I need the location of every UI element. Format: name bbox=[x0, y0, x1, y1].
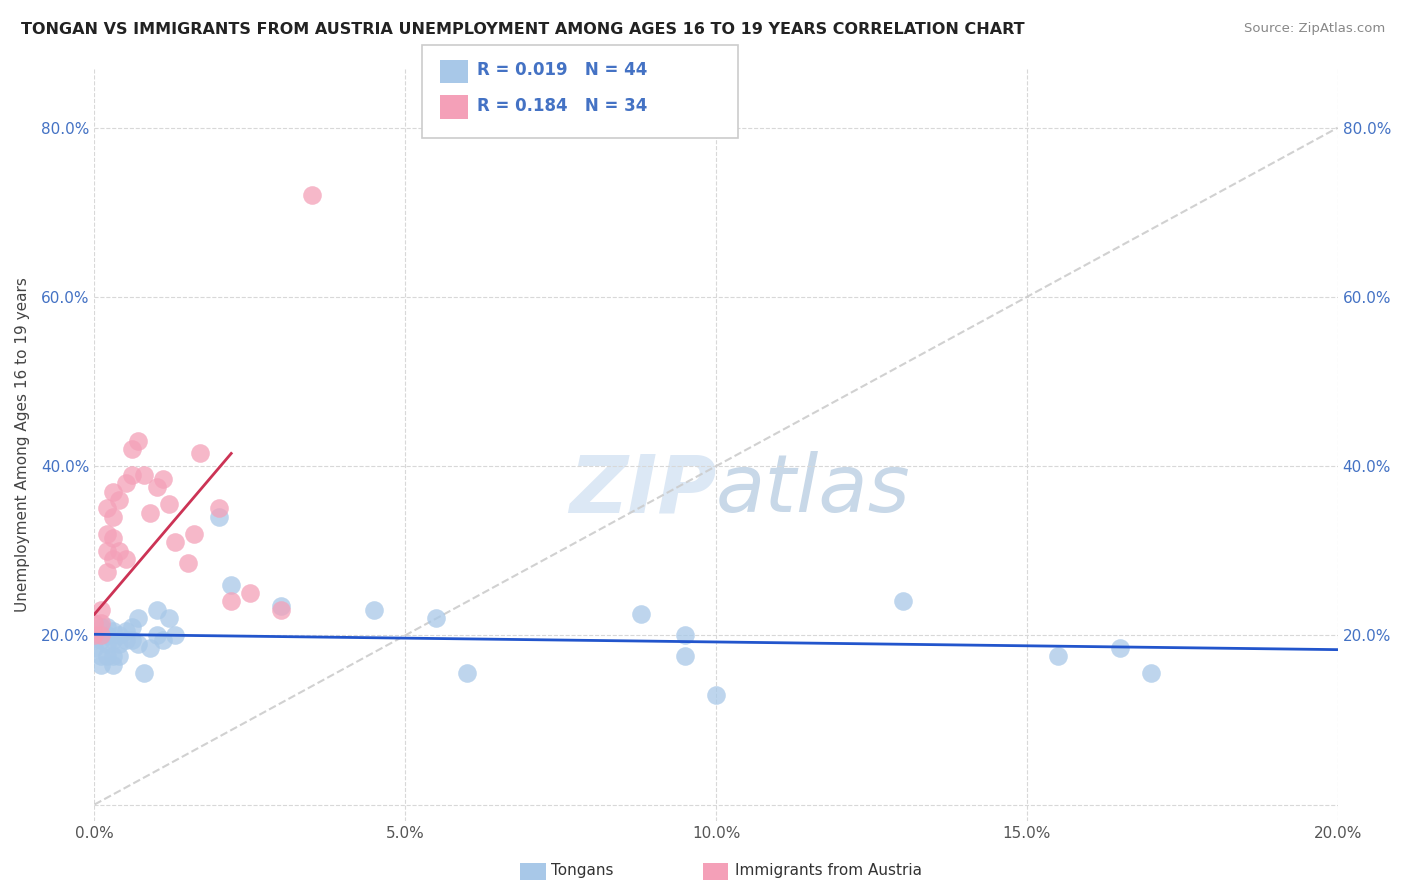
Point bbox=[108, 649, 131, 664]
Point bbox=[96, 628, 118, 642]
Point bbox=[101, 552, 124, 566]
Point bbox=[90, 615, 112, 630]
Point bbox=[101, 531, 124, 545]
Point bbox=[134, 666, 156, 681]
Point bbox=[96, 565, 118, 579]
Point bbox=[145, 628, 167, 642]
Point bbox=[127, 611, 149, 625]
Point bbox=[673, 628, 696, 642]
Point bbox=[673, 649, 696, 664]
Point bbox=[114, 476, 136, 491]
Point bbox=[270, 599, 292, 613]
Point bbox=[145, 480, 167, 494]
Point bbox=[90, 649, 112, 664]
Point bbox=[101, 649, 124, 664]
Point bbox=[301, 188, 323, 202]
Point bbox=[101, 484, 124, 499]
Point bbox=[121, 467, 143, 482]
Text: ZIP: ZIP bbox=[568, 451, 716, 529]
Point bbox=[1046, 649, 1069, 664]
Point bbox=[90, 657, 112, 672]
Point bbox=[157, 611, 180, 625]
Point bbox=[1140, 666, 1163, 681]
Point bbox=[90, 632, 112, 647]
Point bbox=[145, 603, 167, 617]
Point bbox=[219, 594, 242, 608]
Y-axis label: Unemployment Among Ages 16 to 19 years: Unemployment Among Ages 16 to 19 years bbox=[15, 277, 30, 613]
Point bbox=[219, 577, 242, 591]
Point bbox=[239, 586, 262, 600]
Point bbox=[152, 632, 174, 647]
Text: R = 0.019   N = 44: R = 0.019 N = 44 bbox=[477, 62, 647, 79]
Point bbox=[83, 640, 105, 655]
Point bbox=[425, 611, 447, 625]
Point bbox=[96, 637, 118, 651]
Text: Source: ZipAtlas.com: Source: ZipAtlas.com bbox=[1244, 22, 1385, 36]
Point bbox=[183, 526, 205, 541]
Point bbox=[96, 501, 118, 516]
Point bbox=[101, 657, 124, 672]
Text: atlas: atlas bbox=[716, 451, 911, 529]
Point bbox=[90, 628, 112, 642]
Point bbox=[83, 632, 105, 647]
Point bbox=[363, 603, 385, 617]
Point bbox=[108, 543, 131, 558]
Point bbox=[90, 603, 112, 617]
Point bbox=[152, 472, 174, 486]
Text: R = 0.184   N = 34: R = 0.184 N = 34 bbox=[477, 97, 647, 115]
Point bbox=[208, 501, 231, 516]
Point bbox=[114, 624, 136, 639]
Point bbox=[108, 493, 131, 508]
Point bbox=[83, 628, 105, 642]
Point bbox=[121, 632, 143, 647]
Point bbox=[139, 506, 162, 520]
Point bbox=[165, 628, 187, 642]
Point bbox=[157, 497, 180, 511]
Point bbox=[208, 509, 231, 524]
Point bbox=[96, 543, 118, 558]
Point bbox=[127, 434, 149, 448]
Point bbox=[630, 607, 652, 622]
Point bbox=[121, 620, 143, 634]
Point bbox=[177, 557, 200, 571]
Point bbox=[704, 688, 727, 702]
Point bbox=[101, 632, 124, 647]
Point bbox=[165, 535, 187, 549]
Point bbox=[121, 442, 143, 457]
Point bbox=[114, 632, 136, 647]
Point bbox=[96, 526, 118, 541]
Point bbox=[127, 637, 149, 651]
Point bbox=[270, 603, 292, 617]
Point bbox=[891, 594, 914, 608]
Point bbox=[108, 637, 131, 651]
Point bbox=[134, 467, 156, 482]
Point bbox=[101, 509, 124, 524]
Text: Tongans: Tongans bbox=[551, 863, 613, 878]
Point bbox=[83, 615, 105, 630]
Point bbox=[114, 552, 136, 566]
Point bbox=[139, 640, 162, 655]
Text: TONGAN VS IMMIGRANTS FROM AUSTRIA UNEMPLOYMENT AMONG AGES 16 TO 19 YEARS CORRELA: TONGAN VS IMMIGRANTS FROM AUSTRIA UNEMPL… bbox=[21, 22, 1025, 37]
Point bbox=[96, 620, 118, 634]
Point bbox=[108, 628, 131, 642]
Text: Immigrants from Austria: Immigrants from Austria bbox=[735, 863, 922, 878]
Point bbox=[188, 446, 211, 460]
Point bbox=[1109, 640, 1132, 655]
Point bbox=[101, 624, 124, 639]
Point bbox=[96, 649, 118, 664]
Point bbox=[456, 666, 478, 681]
Point bbox=[90, 620, 112, 634]
